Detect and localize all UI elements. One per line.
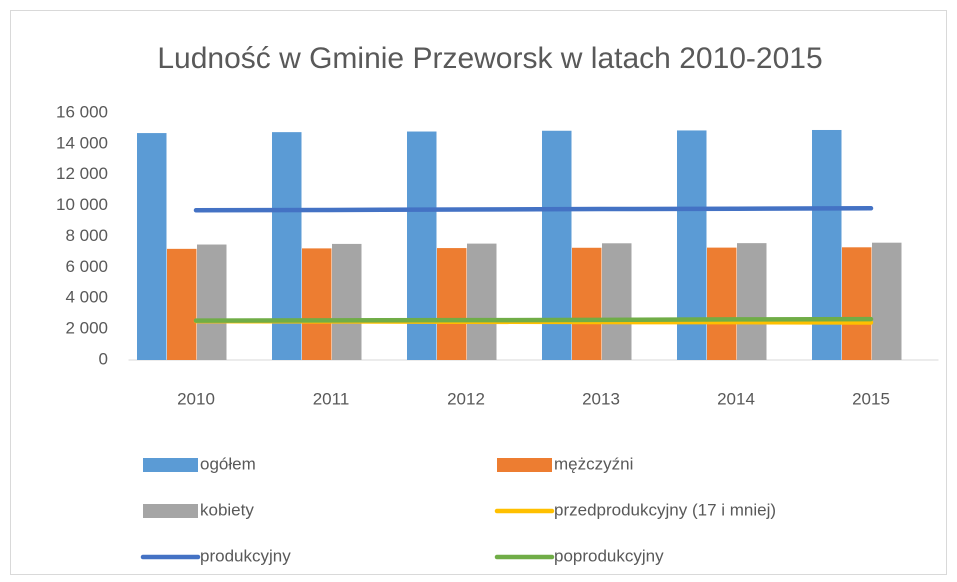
bar	[737, 243, 767, 360]
y-tick-label: 2 000	[65, 319, 108, 338]
line	[193, 205, 874, 213]
legend-label: ogółem	[200, 454, 256, 473]
legend-label: kobiety	[200, 500, 254, 519]
bar	[602, 243, 632, 360]
bar	[332, 243, 362, 360]
bar	[197, 244, 227, 360]
x-tick-label: 2010	[177, 389, 215, 408]
chart-title: Ludność w Gminie Przeworsk w latach 2010…	[157, 42, 822, 75]
bar	[812, 129, 842, 360]
y-tick-label: 0	[99, 349, 108, 368]
bar	[677, 130, 707, 360]
y-tick-label: 12 000	[56, 164, 108, 183]
x-tick-label: 2014	[717, 389, 755, 408]
bar	[302, 248, 332, 360]
legend-swatch	[143, 504, 198, 518]
y-tick-label: 6 000	[65, 257, 108, 276]
y-tick-label: 4 000	[65, 288, 108, 307]
legend-label: mężczyźni	[554, 454, 633, 473]
legend-label: poprodukcyjny	[554, 546, 664, 565]
bar	[467, 243, 497, 360]
bar	[407, 131, 437, 360]
legend-swatch	[143, 458, 198, 472]
bar	[542, 130, 572, 360]
x-tick-label: 2013	[582, 389, 620, 408]
x-tick-label: 2012	[447, 389, 485, 408]
bar	[842, 247, 872, 360]
bar	[272, 132, 302, 360]
y-tick-label: 16 000	[56, 102, 108, 121]
bar	[572, 247, 602, 360]
bar	[437, 248, 467, 360]
bar	[137, 133, 167, 360]
legend-swatch	[497, 458, 552, 472]
x-tick-label: 2011	[313, 389, 350, 408]
bar	[872, 242, 902, 360]
y-tick-label: 10 000	[56, 195, 108, 214]
y-tick-label: 8 000	[65, 226, 108, 245]
legend-label: produkcyjny	[200, 546, 291, 565]
bar	[167, 248, 197, 360]
line	[193, 316, 874, 323]
bar	[707, 247, 737, 360]
legend-label: przedprodukcyjny (17 i mniej)	[554, 500, 776, 519]
x-tick-label: 2015	[852, 389, 890, 408]
y-tick-label: 14 000	[56, 133, 108, 152]
